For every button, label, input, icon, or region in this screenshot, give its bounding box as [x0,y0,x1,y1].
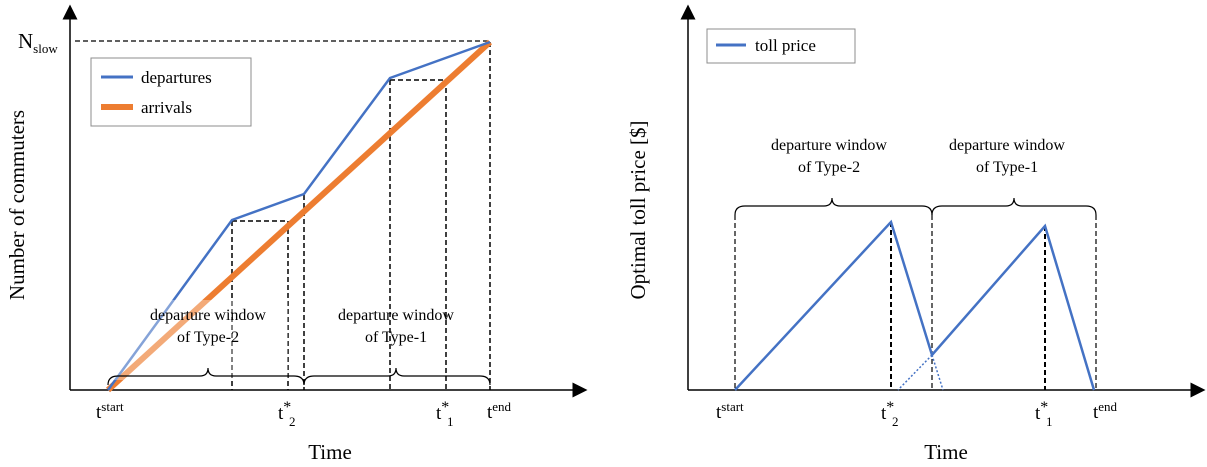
n-slow-label: Nslow [18,29,58,56]
right-tick-start: tstart [716,399,744,423]
right-legend: toll price [706,28,856,64]
right-peak-markers [890,222,1046,390]
right-brace-type1 [931,197,1097,216]
left-y-axis-title: Number of commuters [5,110,29,300]
right-tick-t2-sub: 2 [892,414,899,429]
right-panel: departure window of Type-2 departure win… [626,4,1206,464]
right-y-axis-title: Optimal toll price [$] [626,120,650,299]
left-legend: departures arrivals [90,57,252,127]
legend-arrivals-label: arrivals [141,98,192,117]
left-brace-type1 [303,367,491,386]
left-window1-label-line2: of Type-1 [365,329,427,346]
right-window2-label-line2: of Type-2 [798,159,860,176]
right-tick-t2: t* [881,399,894,424]
left-tick-t2-sub: 2 [289,414,296,429]
left-tick-t1-sub: 1 [447,414,454,429]
right-window1-label-line2: of Type-1 [976,159,1038,176]
left-window2-label-line2: of Type-2 [177,329,239,346]
left-tick-start: tstart [96,399,124,423]
left-tick-t1: t* [436,399,449,424]
legend-toll-label: toll price [755,36,816,55]
right-x-axis-title: Time [924,440,968,464]
right-window2-label-line1: departure window [771,137,887,154]
toll-price-extension-down [931,354,944,391]
right-tick-end: tend [1093,399,1118,423]
window-label-backdrop [98,300,288,380]
legend-departures-label: departures [141,68,212,87]
right-tick-t1-sub: 1 [1046,414,1053,429]
toll-price-curve [734,219,1096,391]
arrivals-curve [105,39,493,393]
left-brace-type2 [107,367,305,386]
left-window1-label-line1: departure window [338,307,454,324]
left-tick-t2: t* [278,399,291,424]
departures-curve [106,40,491,391]
right-tick-t1: t* [1035,399,1048,424]
left-tick-end: tend [487,399,512,423]
right-window1-label-line1: departure window [949,137,1065,154]
left-window2-label-line1: departure window [150,307,266,324]
toll-price-extension-left [897,354,933,391]
right-brace-type2 [734,197,933,216]
right-vertical-markers [734,215,1097,390]
left-panel: departure window of Type-2 departure win… [5,4,588,464]
left-x-axis-title: Time [308,440,352,464]
